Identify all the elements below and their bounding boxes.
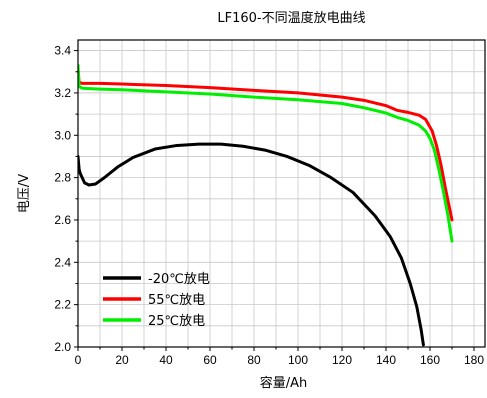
x-tick-label: 160 — [420, 353, 440, 367]
y-tick-label: 2.6 — [54, 213, 71, 227]
x-tick-label: 80 — [247, 353, 261, 367]
y-axis: 2.0 2.2 2.4 2.6 2.8 3.0 3.2 3.4 — [54, 44, 78, 354]
legend-label-2: 25℃放电 — [148, 314, 205, 329]
y-tick-label: 3.0 — [54, 128, 71, 142]
x-axis-title: 容量/Ah — [260, 375, 308, 391]
grid — [77, 40, 485, 348]
series-line-2 — [78, 63, 454, 243]
y-axis-title: 电压/V — [17, 174, 32, 213]
y-tick-label: 2.2 — [54, 298, 71, 312]
y-tick-label: 2.0 — [54, 340, 71, 354]
series-line-0 — [78, 142, 425, 347]
x-tick-label: 100 — [288, 353, 308, 367]
x-tick-label: 120 — [332, 353, 352, 367]
y-tick-label: 2.8 — [54, 171, 71, 185]
plot-lines — [78, 63, 454, 347]
y-tick-label: 3.2 — [54, 86, 71, 100]
y-tick-label: 3.4 — [54, 44, 71, 58]
x-axis: 0 20 40 60 80 100 120 140 160 180 — [75, 347, 484, 367]
legend-label-1: 55℃放电 — [148, 293, 205, 308]
y-tick-label: 2.4 — [54, 255, 71, 269]
x-tick-label: 0 — [75, 353, 82, 367]
series-line-1 — [78, 68, 454, 222]
x-tick-label: 20 — [115, 353, 129, 367]
x-tick-label: 60 — [203, 353, 217, 367]
chart-title: LF160-不同温度放电曲线 — [217, 10, 365, 26]
x-tick-label: 140 — [376, 353, 396, 367]
plot-frame — [77, 39, 486, 348]
x-tick-label: 180 — [464, 353, 484, 367]
legend-label-0: -20℃放电 — [148, 272, 210, 287]
legend: -20℃放电 55℃放电 25℃放电 — [103, 272, 210, 329]
x-tick-label: 40 — [159, 353, 173, 367]
